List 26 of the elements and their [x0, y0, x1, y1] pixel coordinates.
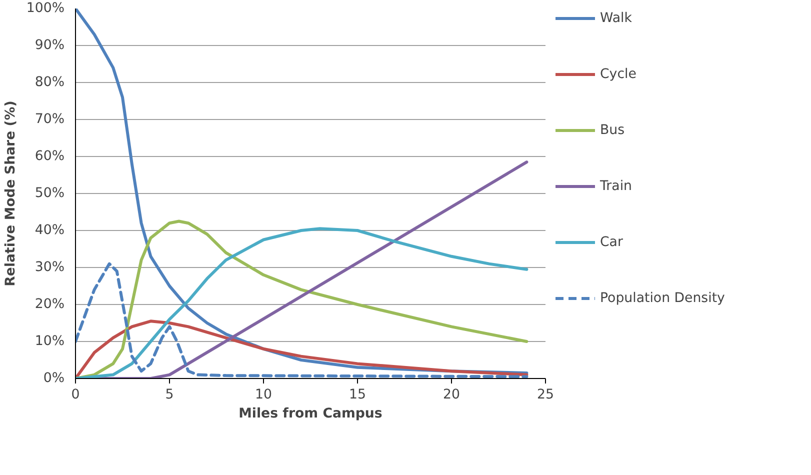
- y-tick-label: 20%: [34, 297, 64, 312]
- x-tick-label: 10: [255, 388, 272, 402]
- legend-label: Car: [600, 234, 623, 250]
- x-tick-label: 15: [349, 388, 366, 402]
- legend-label: Bus: [600, 122, 625, 138]
- x-tick-label: 20: [443, 388, 460, 402]
- x-axis-title: Miles from Campus: [238, 406, 382, 422]
- x-tick-label: 5: [165, 388, 174, 402]
- y-tick-label: 0%: [43, 371, 65, 386]
- y-tick-label: 80%: [34, 75, 64, 90]
- y-tick-label: 70%: [34, 112, 64, 127]
- y-tick-label: 30%: [34, 260, 64, 275]
- y-tick-label: 40%: [34, 223, 64, 238]
- x-tick-label: 25: [537, 388, 554, 402]
- y-tick-label: 50%: [34, 186, 64, 201]
- x-tick-label: 0: [71, 388, 80, 402]
- legend-label: Cycle: [600, 66, 636, 82]
- y-tick-label: 60%: [34, 149, 64, 164]
- y-axis-title: Relative Mode Share (%): [3, 100, 18, 286]
- y-tick-label: 100%: [26, 1, 65, 16]
- legend-label: Population Density: [600, 290, 725, 306]
- legend-label: Walk: [600, 10, 632, 26]
- y-tick-label: 10%: [34, 334, 64, 349]
- legend-label: Train: [600, 178, 632, 194]
- line-series: [76, 320, 528, 378]
- y-tick-label: 90%: [34, 38, 64, 53]
